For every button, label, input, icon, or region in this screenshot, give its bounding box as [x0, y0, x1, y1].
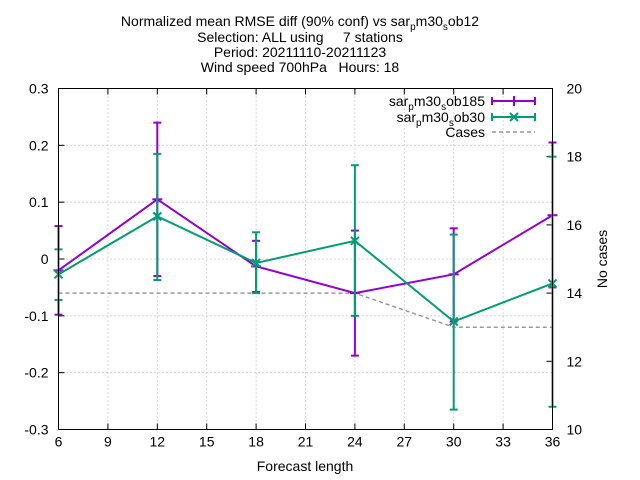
y-tick-label: 0.2: [29, 137, 49, 153]
y-tick-label: -0.3: [24, 422, 48, 438]
y2-axis-label: No cases: [594, 230, 610, 288]
x-tick-label: 33: [495, 434, 511, 450]
axis-ticks: 6 9 12 15 18 21 24 27 30 33 36 -0.3 -0.2 -0.1 0 0.1 0.2 0…: [24, 81, 582, 450]
y-tick-label: -0.2: [24, 365, 48, 381]
data-series: [53, 121, 558, 411]
series-ob30: [53, 152, 558, 411]
x-tick-label: 24: [347, 434, 363, 450]
legend-label-ob185: sarpm30sob185: [389, 93, 485, 113]
title-line-1: Normalized mean RMSE diff (90% conf) vs …: [121, 13, 479, 33]
x-tick-label: 36: [545, 434, 561, 450]
x-tick-label: 30: [446, 434, 462, 450]
y2-tick-label: 10: [567, 422, 583, 438]
series-line: [57, 215, 553, 323]
chart-title: Normalized mean RMSE diff (90% conf) vs …: [121, 13, 479, 75]
y2-tick-label: 20: [567, 81, 583, 97]
series-line: [57, 198, 554, 295]
data-point: [350, 236, 360, 246]
title-line-3: Period: 20211110-20211123: [214, 44, 387, 60]
y2-tick-label: 12: [567, 353, 583, 369]
y-tick-label: 0: [41, 251, 49, 267]
x-tick-label: 18: [248, 434, 264, 450]
x-tick-label: 21: [298, 434, 314, 450]
y-tick-label: 0.3: [29, 81, 49, 97]
x-tick-label: 15: [199, 434, 215, 450]
y-tick-label: -0.1: [24, 308, 48, 324]
x-tick-label: 27: [397, 434, 413, 450]
y2-tick-label: 18: [567, 149, 583, 165]
y2-tick-label: 14: [567, 285, 583, 301]
legend-label-cases: Cases: [445, 124, 485, 140]
y-tick-label: 0.1: [29, 194, 49, 210]
x-tick-label: 9: [104, 434, 112, 450]
x-axis-label: Forecast length: [257, 458, 354, 474]
y2-tick-label: 16: [567, 217, 583, 233]
data-point: [152, 211, 163, 222]
cases-line: [58, 292, 553, 328]
plot-border: [58, 88, 553, 430]
x-tick-label: 12: [150, 434, 166, 450]
cases-series: [58, 292, 553, 328]
legend-label-ob30: sarpm30sob30: [397, 109, 486, 129]
data-point: [448, 316, 459, 327]
legend-swatch-ob30: [491, 112, 536, 122]
title-line-4: Wind speed 700hPa Hours: 18: [201, 59, 400, 75]
title-line-2: Selection: ALL using 7 stations: [197, 29, 403, 45]
legend: sarpm30sob185 sarpm30sob30 Cases: [389, 93, 536, 140]
x-tick-label: 6: [55, 434, 63, 450]
legend-swatch-ob185: [491, 96, 536, 106]
data-point: [251, 258, 261, 268]
